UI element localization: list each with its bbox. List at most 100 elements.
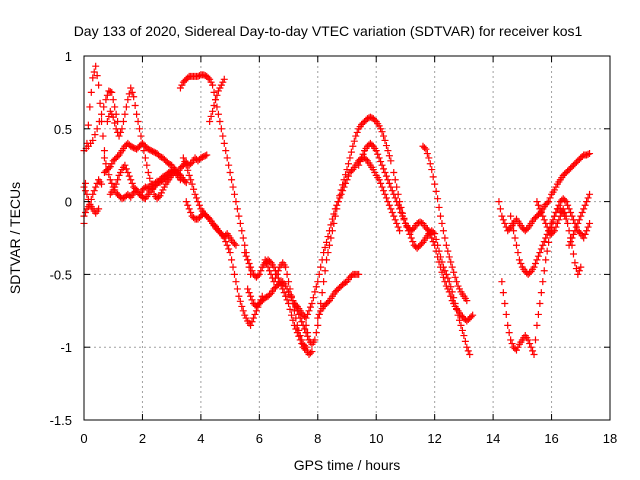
- data-point: [377, 158, 385, 166]
- data-point: [561, 196, 569, 204]
- data-point: [130, 93, 138, 101]
- data-point: [581, 230, 589, 238]
- data-point: [95, 81, 103, 89]
- data-point: [552, 223, 560, 231]
- data-point: [429, 173, 437, 181]
- data-point: [219, 132, 227, 140]
- data-point: [381, 168, 389, 176]
- data-point: [230, 190, 238, 198]
- data-point: [498, 212, 506, 220]
- data-point: [286, 285, 294, 293]
- data-point: [222, 238, 230, 246]
- data-point: [337, 190, 345, 198]
- data-point: [255, 270, 263, 278]
- data-point: [106, 176, 114, 184]
- data-point: [185, 205, 193, 213]
- data-point: [298, 318, 306, 326]
- data-point: [301, 325, 309, 333]
- data-point: [230, 240, 238, 248]
- data-point: [102, 96, 110, 104]
- data-point: [463, 343, 471, 351]
- data-point: [377, 179, 385, 187]
- data-point: [457, 321, 465, 329]
- data-point: [333, 201, 341, 209]
- data-point: [537, 289, 545, 297]
- data-point: [137, 132, 145, 140]
- data-point: [302, 314, 310, 322]
- data-point: [298, 336, 306, 344]
- data-point: [442, 241, 450, 249]
- data-point: [407, 234, 415, 242]
- series-track-21: [419, 142, 471, 305]
- data-point: [155, 193, 163, 201]
- series-track-20: [390, 168, 474, 358]
- y-tick-label: -1.5: [50, 413, 72, 428]
- data-point: [435, 203, 443, 211]
- data-point: [451, 273, 459, 281]
- data-point: [95, 118, 103, 126]
- data-point: [406, 230, 414, 238]
- data-point: [393, 219, 401, 227]
- data-point: [295, 326, 303, 334]
- data-point: [469, 311, 477, 319]
- data-point: [325, 227, 333, 235]
- data-point: [247, 321, 255, 329]
- data-point: [454, 311, 462, 319]
- data-point: [138, 139, 146, 147]
- data-point: [524, 336, 532, 344]
- data-point: [382, 194, 390, 202]
- data-point: [125, 172, 133, 180]
- data-point: [435, 247, 443, 255]
- data-point: [244, 285, 252, 293]
- data-point: [115, 132, 123, 140]
- data-point: [347, 167, 355, 175]
- data-point: [574, 270, 582, 278]
- data-point: [583, 198, 591, 206]
- data-point: [445, 278, 453, 286]
- data-point: [388, 187, 396, 195]
- data-point: [448, 288, 456, 296]
- data-point: [203, 151, 211, 159]
- data-point: [385, 152, 393, 160]
- data-point: [89, 74, 97, 82]
- data-point: [114, 152, 122, 160]
- data-point: [293, 321, 301, 329]
- data-point: [121, 110, 129, 118]
- data-point: [434, 195, 442, 203]
- data-point: [507, 212, 515, 220]
- data-point: [315, 270, 323, 278]
- data-point: [226, 249, 234, 257]
- data-point: [586, 190, 594, 198]
- data-point: [542, 234, 550, 242]
- data-point: [266, 291, 274, 299]
- x-tick-label: 8: [314, 431, 321, 446]
- data-point: [81, 179, 89, 187]
- data-point: [232, 198, 240, 206]
- data-point: [220, 75, 228, 83]
- data-point: [444, 274, 452, 282]
- data-point: [371, 116, 379, 124]
- data-point: [241, 241, 249, 249]
- data-point: [305, 307, 313, 315]
- data-point: [100, 154, 108, 162]
- axis-ticks: 0 2 4 6 8 10 12 14 16 18 -1.5 -1 -0.5 0 0.5 1: [50, 49, 618, 446]
- data-point: [537, 245, 545, 253]
- data-point: [536, 205, 544, 213]
- data-point: [350, 137, 358, 145]
- series-track-10: [206, 75, 228, 126]
- data-point: [185, 171, 193, 179]
- series-track-16: [302, 113, 395, 348]
- x-tick-label: 2: [139, 431, 146, 446]
- data-point: [312, 329, 320, 337]
- data-point: [344, 172, 352, 180]
- y-tick-label: 0.5: [54, 122, 72, 137]
- data-point: [187, 209, 195, 217]
- data-point: [508, 340, 516, 348]
- data-point: [530, 263, 538, 271]
- data-point: [372, 147, 380, 155]
- data-point: [127, 84, 135, 92]
- data-point: [543, 199, 551, 207]
- series-track-8: [106, 161, 190, 203]
- data-point: [318, 289, 326, 297]
- data-point: [320, 249, 328, 257]
